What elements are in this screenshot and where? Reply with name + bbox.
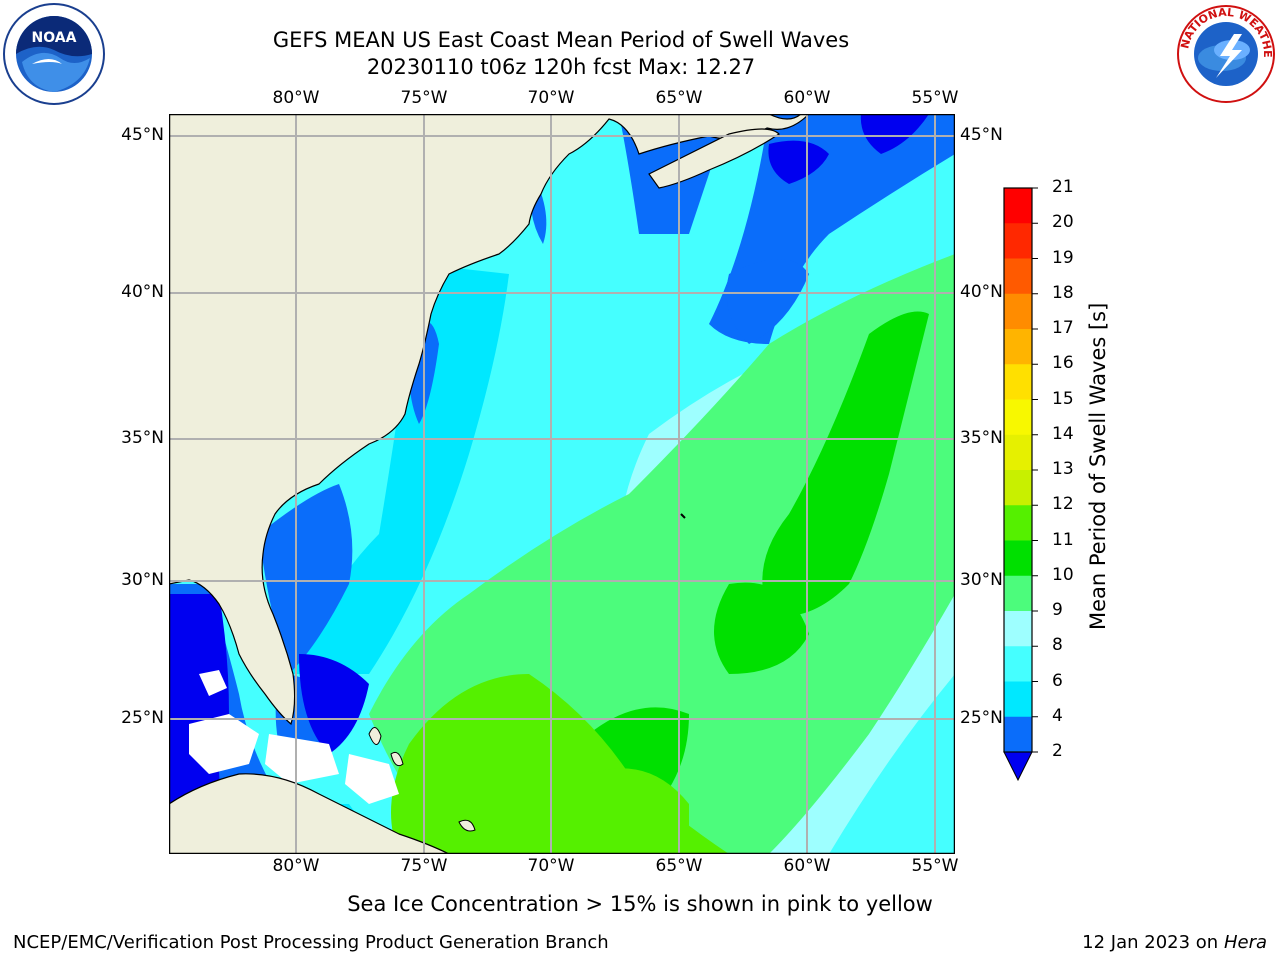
- colorbar-tick-label: 18: [1052, 282, 1074, 303]
- sea-ice-note: Sea Ice Concentration > 15% is shown in …: [347, 892, 933, 916]
- colorbar-segment: [1004, 716, 1032, 753]
- colorbar-tick-label: 12: [1052, 494, 1074, 515]
- land-nova-scotia: [648, 128, 780, 189]
- colorbar: [1000, 186, 1050, 786]
- colorbar-segment: [1004, 293, 1032, 330]
- lat-label-left: 35°N: [121, 428, 164, 448]
- swell-band-2-4: [726, 259, 809, 344]
- lon-label-bottom: 80°W: [272, 856, 320, 876]
- land-islands: [458, 819, 476, 832]
- colorbar-segment: [1004, 329, 1032, 365]
- lat-label-left: 30°N: [121, 570, 164, 590]
- colorbar-segment: [1004, 223, 1032, 259]
- colorbar-tick-label: 14: [1052, 423, 1074, 444]
- lon-label-top: 60°W: [783, 88, 831, 108]
- colorbar-segment: [1004, 681, 1032, 718]
- noaa-logo-text: NOAA: [32, 30, 77, 46]
- swell-band-10-11: [762, 311, 929, 616]
- graticule: [169, 114, 955, 854]
- lat-label-right: 30°N: [960, 570, 1003, 590]
- colorbar-segment: [1004, 505, 1032, 541]
- colorbar-tick-label: 11: [1052, 529, 1074, 550]
- colorbar-tick-label: 17: [1052, 318, 1074, 338]
- colorbar-segment: [1004, 399, 1032, 436]
- lon-label-top: 75°W: [400, 88, 448, 108]
- no-data-patch: [199, 670, 227, 696]
- footer-date: 12 Jan 2023 on: [1082, 932, 1224, 953]
- no-data-patch: [189, 714, 259, 774]
- lon-label-bottom: 55°W: [911, 856, 959, 876]
- colorbar-tick-label: 10: [1052, 564, 1074, 585]
- swell-band-under-2: [860, 114, 929, 154]
- map-frame: [168, 113, 956, 855]
- lon-label-bottom: 60°W: [783, 856, 831, 876]
- swell-band-4-6: [289, 264, 509, 674]
- lat-label-right: 45°N: [960, 125, 1003, 145]
- map-plot: [168, 113, 956, 855]
- colorbar-tick-label: 21: [1052, 177, 1074, 197]
- nws-logo: NATIONAL WEATHER SERVICE: [1172, 0, 1276, 104]
- colorbar-tick-label: 15: [1052, 388, 1074, 409]
- colorbar-tick-label: 16: [1052, 353, 1074, 374]
- lon-label-bottom: 65°W: [655, 856, 703, 876]
- lon-label-top: 55°W: [911, 88, 959, 108]
- colorbar-tick-label: 6: [1052, 670, 1063, 691]
- land-bahamas: [390, 751, 404, 767]
- colorbar-under-arrow: [1003, 751, 1033, 782]
- colorbar-segment: [1004, 364, 1032, 400]
- colorbar-segment: [1004, 470, 1032, 506]
- lat-label-left: 25°N: [121, 708, 164, 728]
- land-north-america: [169, 114, 810, 726]
- colorbar-tick-label: 13: [1052, 459, 1074, 479]
- colorbar-tick-label: 4: [1052, 705, 1063, 726]
- lat-label-left: 40°N: [121, 282, 164, 302]
- no-data-patch: [345, 754, 399, 804]
- lat-label-right: 40°N: [960, 282, 1003, 302]
- lat-label-left: 45°N: [121, 125, 164, 145]
- no-data-patch: [265, 734, 339, 784]
- lat-label-right: 35°N: [960, 428, 1003, 448]
- lon-label-top: 65°W: [655, 88, 703, 108]
- swell-band-10-11: [714, 582, 809, 674]
- lon-label-top: 80°W: [272, 88, 320, 108]
- colorbar-label: Mean Period of Swell Waves [s]: [1086, 302, 1110, 630]
- swell-band-under-2: [768, 140, 829, 184]
- land-bahamas: [368, 727, 382, 745]
- footer-date-host: 12 Jan 2023 on Hera: [1082, 932, 1267, 953]
- colorbar-segment: [1004, 646, 1032, 682]
- lon-label-top: 70°W: [527, 88, 575, 108]
- colorbar-segment: [1004, 258, 1032, 295]
- colorbar-tick-label: 8: [1052, 635, 1063, 656]
- footer-host: Hera: [1223, 932, 1267, 953]
- colorbar-tick-label: 9: [1052, 600, 1063, 620]
- lon-label-bottom: 70°W: [527, 856, 575, 876]
- swell-band-11-12: [589, 768, 689, 854]
- colorbar-segment: [1004, 188, 1032, 224]
- colorbar-segment: [1004, 611, 1032, 647]
- colorbar-segment: [1004, 575, 1032, 612]
- colorbar-tick-label: 19: [1052, 247, 1074, 268]
- swell-band-under-2: [299, 654, 369, 754]
- noaa-logo: NOAA: [2, 2, 106, 106]
- map-subtitle: 20230110 t06z 120h fcst Max: 12.27: [366, 55, 756, 79]
- colorbar-segment: [1004, 434, 1032, 471]
- colorbar-tick-label: 2: [1052, 741, 1063, 761]
- lon-label-bottom: 75°W: [400, 856, 448, 876]
- lat-label-right: 25°N: [960, 708, 1003, 728]
- land-cuba: [169, 773, 450, 854]
- map-title: GEFS MEAN US East Coast Mean Period of S…: [272, 28, 850, 52]
- swell-band-2-4: [259, 484, 353, 674]
- colorbar-segment: [1004, 540, 1032, 577]
- land-bermuda: [680, 513, 686, 519]
- footer-credit: NCEP/EMC/Verification Post Processing Pr…: [13, 932, 609, 953]
- colorbar-tick-label: 20: [1052, 212, 1074, 233]
